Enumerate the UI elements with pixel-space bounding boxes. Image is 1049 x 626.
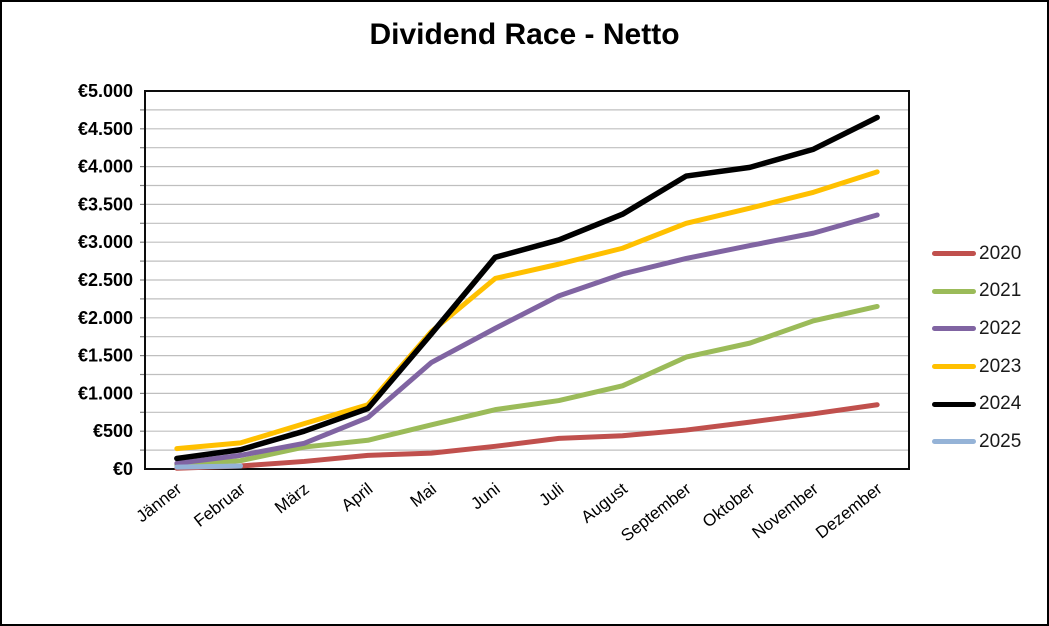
series-line-2020 bbox=[174, 402, 880, 471]
x-tick-label: März bbox=[271, 479, 312, 517]
x-tick-label: Juli bbox=[535, 479, 567, 510]
legend-line-swatch-2022 bbox=[932, 326, 976, 332]
x-tick-label: Jänner bbox=[133, 479, 186, 526]
y-tick-label: €3.500 bbox=[78, 194, 133, 214]
y-tick-label: €1.000 bbox=[78, 383, 133, 403]
legend-label-2020: 2020 bbox=[979, 242, 1022, 264]
legend-label-2024: 2024 bbox=[979, 393, 1022, 415]
x-tick-label: November bbox=[748, 479, 822, 542]
series-line-2022 bbox=[174, 212, 880, 466]
legend-line-swatch-2023 bbox=[932, 364, 976, 370]
legend-label-2021: 2021 bbox=[979, 280, 1022, 302]
y-tick-label: €500 bbox=[93, 421, 133, 441]
legend-label-2022: 2022 bbox=[979, 317, 1022, 339]
series-line-2021 bbox=[174, 303, 880, 468]
legend-line-swatch-2020 bbox=[932, 251, 976, 257]
legend-item-2024: 2024 bbox=[932, 385, 1021, 423]
legend-item-2022: 2022 bbox=[932, 310, 1021, 348]
x-tick-label: August bbox=[578, 479, 632, 527]
legend-line-swatch-2025 bbox=[932, 439, 976, 445]
y-tick-label: €5.000 bbox=[78, 81, 133, 101]
x-tick-label: Dezember bbox=[812, 479, 886, 542]
legend-item-2020: 2020 bbox=[932, 235, 1021, 273]
y-tick-label: €2.500 bbox=[78, 270, 133, 290]
x-tick-label: April bbox=[338, 479, 377, 515]
chart-title: Dividend Race - Netto bbox=[369, 18, 680, 51]
y-tick-label: €1.500 bbox=[78, 346, 133, 366]
x-tick-label: Oktober bbox=[699, 479, 759, 531]
chart-legend: 2020 2021 2022 2023 2024 2025 bbox=[932, 235, 1021, 461]
plot-border bbox=[144, 90, 910, 470]
x-tick-label: Februar bbox=[190, 479, 249, 531]
series-line-2023 bbox=[174, 169, 880, 452]
y-tick-label: €0 bbox=[113, 459, 133, 479]
x-tick-label: Juni bbox=[467, 479, 503, 513]
legend-item-2021: 2021 bbox=[932, 273, 1021, 311]
series-line-2024 bbox=[174, 114, 880, 462]
x-tick-label: Mai bbox=[407, 479, 440, 511]
y-tick-label: €4.000 bbox=[78, 157, 133, 177]
x-tick-label: September bbox=[617, 479, 694, 545]
legend-label-2023: 2023 bbox=[979, 355, 1022, 377]
series-line-2025 bbox=[174, 463, 243, 470]
y-tick-label: €3.000 bbox=[78, 232, 133, 252]
y-tick-label: €2.000 bbox=[78, 308, 133, 328]
legend-line-swatch-2024 bbox=[932, 401, 976, 407]
legend-item-2025: 2025 bbox=[932, 423, 1021, 461]
y-tick-label: €4.500 bbox=[78, 119, 133, 139]
legend-item-2023: 2023 bbox=[932, 348, 1021, 386]
legend-label-2025: 2025 bbox=[979, 430, 1022, 452]
legend-line-swatch-2021 bbox=[932, 288, 976, 294]
